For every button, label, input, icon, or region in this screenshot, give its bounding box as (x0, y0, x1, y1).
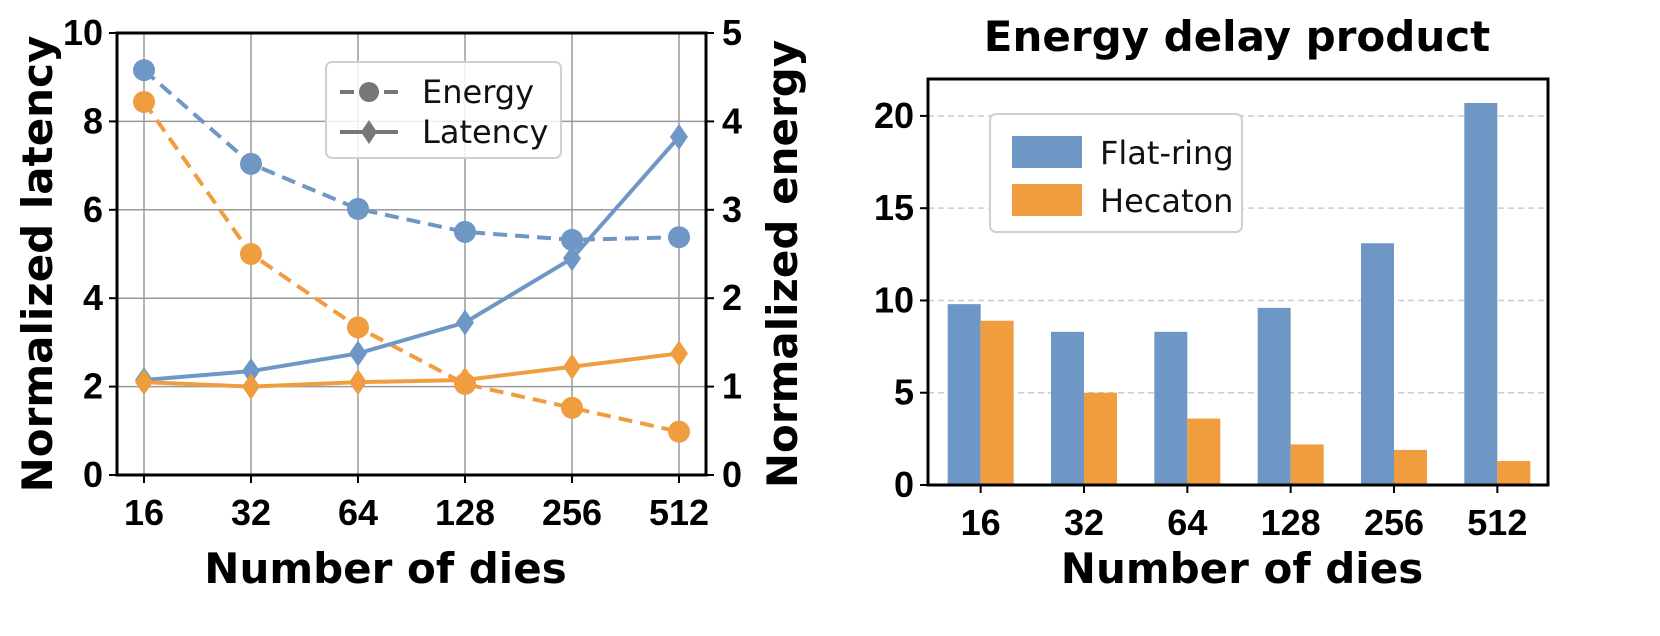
flat-ring-bar (1257, 307, 1291, 485)
flat-ring-bar (1154, 331, 1188, 485)
latency-point (670, 340, 688, 367)
left-x-tick-label: 128 (435, 492, 495, 533)
latency-series-line (143, 135, 681, 382)
left-y-tick-label: 8 (83, 100, 103, 141)
energy-point (240, 243, 262, 265)
flat-ring-bar (1051, 331, 1084, 485)
left-chart-right-y-tick-label: 2 (722, 277, 742, 318)
hecaton-bar (1497, 461, 1531, 485)
right-y-tick-label: 20 (874, 95, 914, 136)
right-x-tick-label: 16 (961, 502, 1001, 543)
latency-point (670, 123, 688, 150)
right-y-tick-label: 5 (894, 372, 914, 413)
left-chart-y-axis-label-left: Normalized latency (13, 36, 62, 493)
legend-label: Energy (422, 73, 534, 111)
left-x-tick-label: 32 (231, 492, 271, 533)
latency-point (563, 353, 581, 380)
hecaton-bar (1187, 418, 1221, 485)
left-chart-plot-frame (115, 31, 708, 477)
left-x-tick-label: 256 (542, 492, 602, 533)
left-chart-x-axis-label: Number of dies (204, 544, 566, 593)
left-y-tick-label: 2 (83, 366, 103, 407)
left-chart-series-markers (133, 59, 690, 443)
hecaton-bar (980, 320, 1014, 485)
right-x-tick-label: 256 (1364, 502, 1424, 543)
left-chart-right-y-tick-label: 1 (722, 366, 742, 407)
right-y-tick-label: 10 (874, 279, 914, 320)
left-chart-right-y-tick-label: 0 (722, 454, 742, 495)
hecaton-bar (1290, 444, 1324, 485)
right-y-tick-label: 0 (894, 464, 914, 505)
energy-series-line (142, 100, 680, 434)
legend-circle-icon (359, 82, 379, 102)
left-chart-right-y-tick-label: 5 (722, 12, 742, 53)
left-chart-y-axis-label-right: Normalized energy (758, 40, 807, 488)
left-y-tick-label: 0 (83, 454, 103, 495)
legend-label: Flat-ring (1100, 134, 1234, 172)
latency-series-line (143, 351, 680, 389)
right-chart-plot-frame (926, 77, 1550, 487)
right-x-tick-label: 64 (1167, 502, 1207, 543)
latency-point (242, 358, 260, 385)
latency-point (135, 369, 153, 396)
energy-point (668, 226, 690, 249)
legend-label: Hecaton (1100, 182, 1233, 220)
energy-point (561, 228, 583, 251)
legend-diamond-icon (361, 120, 377, 144)
left-y-tick-label: 6 (83, 189, 103, 230)
energy-point (347, 197, 369, 220)
left-chart-series-lines (142, 68, 681, 434)
latency-point (456, 366, 474, 393)
energy-point (561, 396, 583, 419)
energy-point (133, 90, 155, 113)
latency-point (563, 245, 581, 272)
energy-point (454, 220, 476, 243)
energy-point (133, 59, 155, 82)
right-x-tick-label: 32 (1064, 502, 1104, 543)
hecaton-bar (1084, 392, 1117, 485)
flat-ring-bar (1464, 102, 1498, 485)
energy-point (347, 316, 369, 339)
energy-point (240, 152, 262, 175)
legend-hecaton-swatch (1012, 184, 1082, 216)
latency-point (349, 340, 367, 367)
right-chart-x-axis-label: Number of dies (1061, 544, 1423, 593)
left-x-tick-label: 64 (338, 492, 378, 533)
flat-ring-bar (947, 304, 981, 485)
hecaton-bar (1394, 449, 1427, 485)
left-chart-right-y-tick-label: 3 (722, 189, 742, 230)
right-chart-bars (947, 102, 1531, 485)
right-chart-legend: Flat-ring Hecaton (989, 113, 1243, 233)
right-x-tick-label: 512 (1467, 502, 1527, 543)
left-chart-right-y-tick-label: 4 (722, 100, 742, 141)
left-chart-ticks: 16 32 64 128 256 512 0 2 4 6 8 10 0 1 2 3 4 5 (63, 12, 742, 533)
left-x-tick-label: 512 (649, 492, 709, 533)
energy-point (668, 420, 690, 443)
left-y-tick-label: 4 (83, 277, 103, 318)
energy-delay-bar-chart: Energy delay product 16 32 64 128 256 512 0 5 10… (874, 12, 1550, 593)
legend-label: Latency (422, 113, 548, 151)
left-y-tick-label: 10 (63, 12, 103, 53)
flat-ring-bar (1361, 243, 1394, 485)
right-x-tick-label: 128 (1261, 502, 1321, 543)
right-chart-ticks: 16 32 64 128 256 512 0 5 10 15 20 (874, 95, 1527, 543)
latency-energy-line-chart: 16 32 64 128 256 512 0 2 4 6 8 10 0 1 2 3 4 5 Number of d… (13, 12, 807, 593)
right-chart-title: Energy delay product (984, 12, 1490, 61)
latency-point (349, 369, 367, 396)
latency-point (242, 373, 260, 400)
left-x-tick-label: 16 (124, 492, 164, 533)
latency-point (456, 309, 474, 336)
right-y-tick-label: 15 (874, 187, 914, 228)
legend-flat-ring-swatch (1012, 136, 1082, 168)
